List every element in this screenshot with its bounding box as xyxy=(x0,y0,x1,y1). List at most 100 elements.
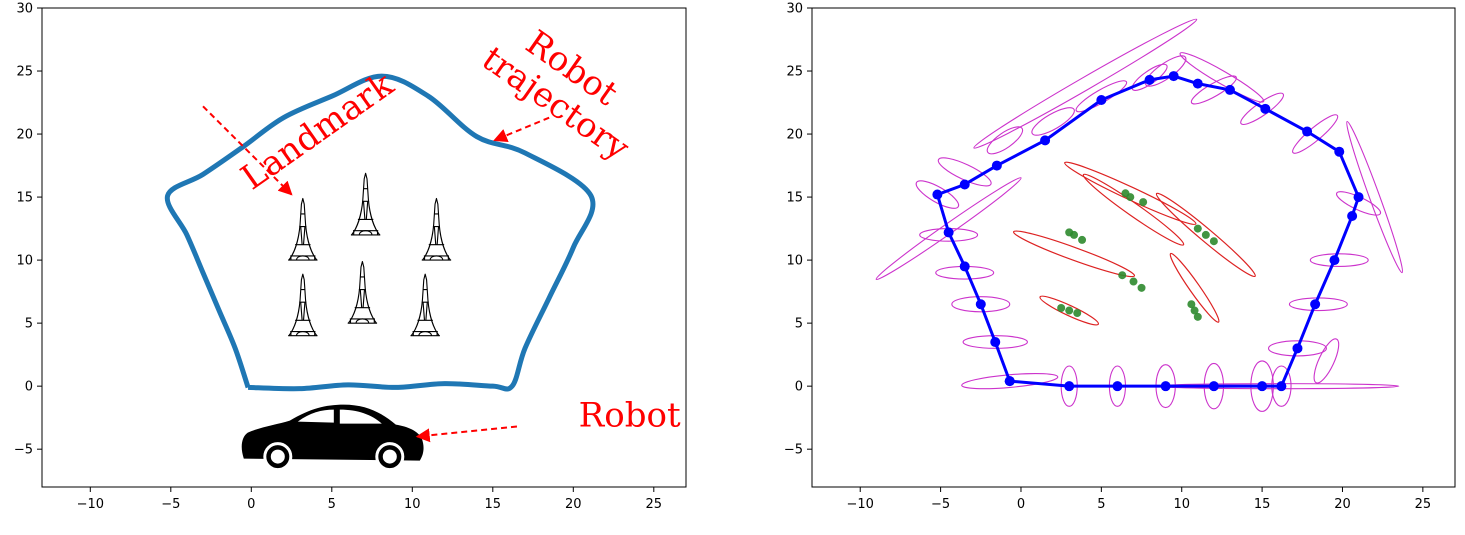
landmark-covariance-ellipse xyxy=(1082,173,1185,246)
left-x-tick-label: −10 xyxy=(77,497,104,512)
landmark-point xyxy=(1201,230,1210,239)
annotation-arrow xyxy=(493,116,550,142)
pose-covariance-ellipse xyxy=(1309,253,1369,267)
pose-covariance-ellipse xyxy=(973,18,1198,149)
trajectory-point xyxy=(959,179,970,190)
left-y-tick-label: 20 xyxy=(16,128,33,143)
pose-covariance-ellipse xyxy=(1179,52,1265,103)
trajectory-point xyxy=(1004,376,1015,387)
landmark-covariance-ellipse xyxy=(1155,192,1256,278)
trajectory-point xyxy=(1192,78,1203,89)
right-x-tick-label: 25 xyxy=(1415,497,1432,512)
pose-covariance-ellipse xyxy=(986,126,1024,155)
pose-covariance-ellipse xyxy=(1190,75,1237,105)
left-x-tick-label: 10 xyxy=(404,497,421,512)
left-y-tick-label: 10 xyxy=(16,254,33,269)
right-x-tick-label: 10 xyxy=(1173,497,1190,512)
pose-covariance-ellipse xyxy=(1031,107,1075,136)
landmark-point xyxy=(1065,306,1074,315)
left-y-tick-label: 15 xyxy=(16,191,33,206)
trajectory-point xyxy=(991,160,1002,171)
chart-right: −10 −5 0 5 10 15 20 25 −5 0 5 10 15 20 25 30 xyxy=(784,2,1456,512)
pose-covariance-ellipse xyxy=(915,180,960,209)
left-x-tick-label: 5 xyxy=(328,497,336,512)
left-y-tick-label: 30 xyxy=(16,2,33,17)
trajectory-line xyxy=(164,73,596,392)
eiffel-tower-icon xyxy=(410,273,440,337)
landmark-point xyxy=(1073,309,1082,318)
trajectory-point xyxy=(1257,381,1268,392)
landmark-point xyxy=(1078,235,1087,244)
left-y-tick-label: 5 xyxy=(25,317,33,332)
annotation-arrow xyxy=(202,105,293,196)
pose-covariance-ellipse xyxy=(1346,120,1404,274)
right-y-tick-label: 20 xyxy=(786,128,803,143)
right-y-tick-label: 25 xyxy=(786,65,803,80)
right-x-tick-label: 20 xyxy=(1334,497,1351,512)
right-y-tick-label: 10 xyxy=(786,254,803,269)
trajectory-point xyxy=(1353,192,1364,203)
trajectory-point xyxy=(1160,381,1171,392)
landmark-point xyxy=(1190,306,1199,315)
pose-covariance-ellipse xyxy=(1292,114,1339,154)
trajectory-point xyxy=(1096,95,1107,106)
trajectory-point xyxy=(1168,71,1179,82)
landmark-covariance-ellipse xyxy=(1169,252,1220,323)
trajectory-point xyxy=(1224,84,1235,95)
landmark-point xyxy=(1057,304,1066,313)
trajectory-point xyxy=(943,227,954,238)
landmark-covariance-ellipse xyxy=(1012,230,1136,278)
right-y-tick-label: −5 xyxy=(784,443,803,458)
eiffel-tower-icon xyxy=(347,260,378,324)
annotation-arrow xyxy=(415,425,518,443)
landmark-point xyxy=(1139,198,1148,207)
pose-covariance-ellipse xyxy=(961,373,1059,390)
landmark-point xyxy=(1193,224,1202,233)
right-y-tick-label: 0 xyxy=(795,380,803,395)
right-x-tick-label: −10 xyxy=(847,497,874,512)
trajectory-point xyxy=(1064,381,1075,392)
landmark-point xyxy=(1129,277,1138,286)
landmark-point xyxy=(1118,271,1127,280)
eiffel-tower-icon xyxy=(350,172,381,236)
right-x-tick-label: 0 xyxy=(1017,497,1025,512)
pose-covariance-ellipse xyxy=(1313,338,1340,384)
trajectory-point xyxy=(1329,255,1340,266)
trajectory-point xyxy=(1040,135,1051,146)
left-x-tick-label: 20 xyxy=(565,497,582,512)
trajectory-point xyxy=(1310,299,1321,310)
landmark-point xyxy=(1137,283,1146,292)
annotation-label: Landmark xyxy=(234,64,401,198)
landmark-covariance-ellipse xyxy=(1039,295,1100,326)
right-y-tick-label: 15 xyxy=(786,191,803,206)
left-x-tick-label: −5 xyxy=(161,497,180,512)
trajectory-point xyxy=(1260,103,1271,114)
trajectory-point xyxy=(1112,381,1123,392)
car-icon xyxy=(241,404,424,472)
pose-covariance-ellipse xyxy=(962,335,1028,349)
eiffel-tower-icon xyxy=(288,197,318,261)
chart-left: −10 −5 0 5 10 15 20 25 −5 0 5 10 15 20 25 30 Landmark Rob… xyxy=(14,2,687,512)
landmark-point xyxy=(1209,237,1218,246)
left-x-tick-label: 0 xyxy=(247,497,255,512)
trajectory-point xyxy=(959,261,970,272)
right-x-tick-label: 15 xyxy=(1254,497,1271,512)
left-x-tick-label: 15 xyxy=(485,497,502,512)
eiffel-tower-icon xyxy=(421,197,452,261)
trajectory-point xyxy=(990,337,1001,348)
left-x-tick-label: 25 xyxy=(646,497,663,512)
trajectory-point xyxy=(932,189,943,200)
trajectory-point xyxy=(975,299,986,310)
landmark-point xyxy=(1193,312,1202,321)
pose-covariance-ellipse xyxy=(937,157,992,187)
right-x-tick-label: 5 xyxy=(1097,497,1105,512)
landmark-point xyxy=(1187,300,1196,309)
right-axes-frame xyxy=(811,7,1456,488)
trajectory-point xyxy=(1347,210,1358,221)
right-y-tick-label: 5 xyxy=(795,317,803,332)
trajectory-point xyxy=(1302,126,1313,137)
annotation-label: Robot xyxy=(579,395,681,435)
pose-covariance-ellipse xyxy=(1267,340,1327,357)
eiffel-tower-icon xyxy=(288,273,318,337)
